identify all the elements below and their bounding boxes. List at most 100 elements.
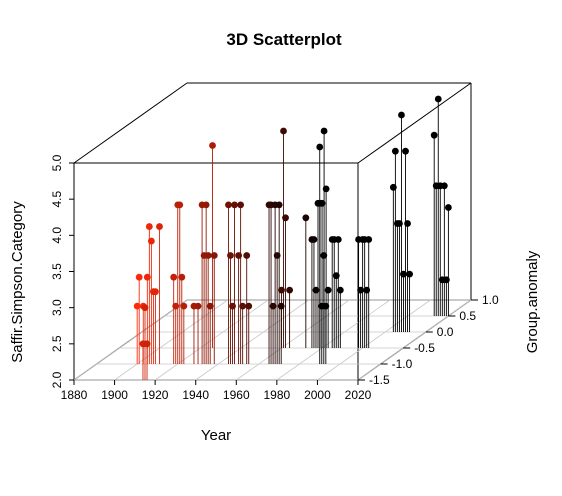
data-point	[135, 273, 143, 281]
data-point	[152, 288, 159, 296]
data-point	[320, 252, 328, 259]
data-point	[204, 252, 212, 259]
y-tick-label: -1.0	[392, 357, 413, 371]
data-point	[172, 302, 180, 310]
z-tick-label: 5.0	[50, 154, 64, 171]
data-point	[334, 236, 342, 243]
data-point	[440, 182, 448, 190]
data-point	[206, 302, 214, 310]
data-point	[398, 111, 405, 119]
z-tick-label: 3.5	[50, 263, 64, 280]
data-point	[176, 201, 184, 209]
z-tick-label: 4.5	[50, 191, 64, 208]
data-point	[133, 302, 141, 310]
data-point	[322, 185, 330, 193]
data-point	[389, 183, 397, 191]
data-point	[225, 201, 232, 209]
data-point	[278, 286, 285, 294]
x-tick-label: 1900	[101, 388, 128, 402]
data-point	[170, 273, 178, 281]
x-tick-label: 2020	[345, 388, 372, 402]
grid-line-x	[317, 299, 431, 381]
data-point	[363, 286, 371, 294]
data-point	[202, 201, 210, 209]
drop-lines	[136, 99, 449, 380]
data-points	[133, 95, 452, 348]
data-point	[406, 270, 413, 278]
x-tick-label: 1980	[264, 388, 291, 402]
data-point	[286, 286, 293, 294]
box-edge-right-top	[357, 82, 472, 164]
data-point	[145, 223, 153, 230]
grid-line-x	[357, 299, 472, 381]
grid-line-x	[154, 299, 269, 381]
data-point	[332, 272, 340, 280]
x-tick-label: 2000	[304, 388, 331, 402]
z-tick-label: 2.5	[50, 335, 64, 352]
data-point	[302, 214, 310, 222]
data-point	[209, 142, 216, 149]
data-point	[239, 302, 247, 310]
z-tick-label: 2.0	[50, 371, 64, 388]
data-point	[141, 304, 149, 312]
x-tick-label: 1920	[142, 388, 169, 402]
y-tick-label: -0.5	[414, 341, 435, 355]
data-point	[243, 252, 251, 259]
data-point	[318, 199, 326, 207]
data-point	[400, 270, 407, 278]
z-tick-label: 4.0	[50, 227, 64, 244]
data-point	[282, 214, 289, 222]
data-point	[442, 276, 450, 284]
data-point	[210, 252, 218, 259]
y-tick-label: 0.5	[459, 309, 476, 323]
data-point	[312, 286, 320, 294]
data-point	[430, 131, 438, 139]
data-point	[280, 127, 287, 135]
data-point	[143, 340, 151, 348]
z-tick-label: 3.0	[50, 299, 64, 316]
data-point	[143, 273, 151, 281]
data-point	[147, 237, 155, 245]
data-point	[227, 252, 234, 259]
data-point	[404, 220, 411, 227]
y-tick-label: 1.0	[482, 293, 499, 307]
data-point	[245, 302, 253, 310]
data-point	[156, 223, 163, 230]
x-tick-label: 1960	[223, 388, 250, 402]
data-point	[273, 252, 281, 259]
z-axis-label: Saffir.Simpson.Category	[9, 201, 26, 363]
data-point	[275, 201, 283, 209]
data-point	[178, 273, 186, 281]
y-tick-label: -1.5	[369, 373, 390, 387]
axes: 1880 1900 1920 1940 1960 1980 2000 2020-1.5-1.0…	[50, 154, 499, 402]
data-point	[396, 220, 403, 227]
plot-box	[73, 82, 472, 381]
data-point	[322, 302, 330, 310]
x-tick-label: 1880	[61, 388, 88, 402]
x-axis-label: Year	[201, 427, 231, 444]
grid-line-x	[236, 299, 350, 381]
data-point	[277, 302, 285, 310]
data-point	[231, 201, 238, 209]
data-point	[402, 147, 409, 155]
data-point	[316, 143, 324, 151]
y-axis-label: Group.anomaly	[524, 250, 541, 353]
data-point	[324, 286, 332, 294]
data-point	[235, 252, 243, 259]
data-point	[434, 95, 442, 103]
data-point	[237, 201, 245, 209]
data-point	[229, 302, 236, 310]
data-point	[336, 286, 344, 294]
data-point	[365, 236, 373, 243]
data-point	[310, 236, 318, 243]
grid-line-x	[276, 299, 391, 381]
data-point	[194, 302, 202, 310]
data-point	[269, 302, 277, 310]
y-tick-label: 0.0	[437, 325, 454, 339]
data-point	[320, 127, 328, 135]
grid-line-x	[73, 299, 188, 381]
data-point	[445, 204, 452, 211]
data-point	[180, 302, 188, 310]
